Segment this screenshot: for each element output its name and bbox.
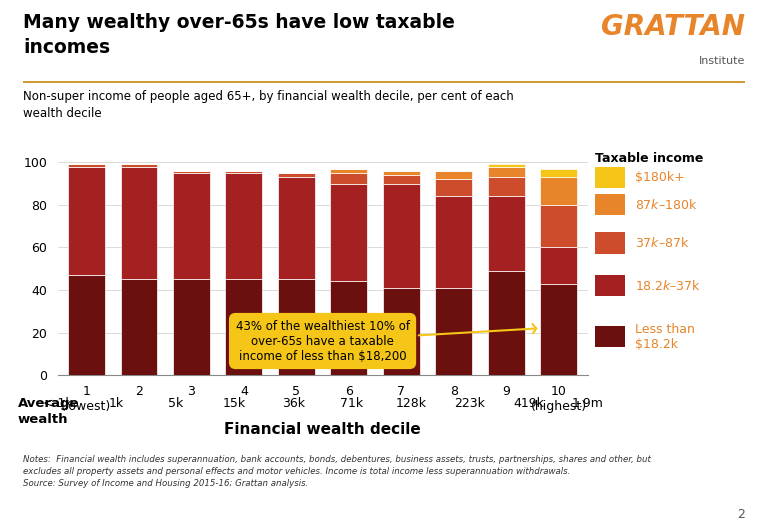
Text: 15k: 15k bbox=[223, 397, 246, 410]
Bar bbox=[488, 167, 525, 177]
Bar bbox=[330, 173, 367, 184]
FancyBboxPatch shape bbox=[595, 275, 625, 296]
Bar bbox=[278, 177, 315, 279]
Bar bbox=[121, 167, 157, 279]
Text: 5k: 5k bbox=[167, 397, 183, 410]
Bar bbox=[383, 184, 419, 288]
Bar bbox=[541, 169, 577, 177]
Text: 1k: 1k bbox=[109, 397, 124, 410]
Bar bbox=[330, 184, 367, 281]
Bar bbox=[435, 288, 472, 375]
Bar bbox=[541, 284, 577, 375]
Text: 2: 2 bbox=[737, 509, 745, 521]
X-axis label: Financial wealth decile: Financial wealth decile bbox=[224, 422, 421, 437]
Bar bbox=[173, 171, 210, 173]
FancyBboxPatch shape bbox=[595, 232, 625, 254]
FancyBboxPatch shape bbox=[595, 194, 625, 215]
Bar bbox=[541, 205, 577, 247]
Bar bbox=[68, 275, 104, 375]
Bar bbox=[173, 279, 210, 375]
Bar bbox=[226, 171, 262, 173]
Text: 419k: 419k bbox=[513, 397, 544, 410]
Bar bbox=[383, 288, 419, 375]
Bar bbox=[173, 173, 210, 279]
Bar bbox=[278, 279, 315, 375]
Text: Many wealthy over-65s have low taxable
incomes: Many wealthy over-65s have low taxable i… bbox=[23, 13, 455, 56]
FancyBboxPatch shape bbox=[595, 326, 625, 347]
Text: $180k+: $180k+ bbox=[635, 171, 684, 184]
Text: $18.2k – $37k: $18.2k – $37k bbox=[635, 279, 700, 293]
Text: 223k: 223k bbox=[455, 397, 485, 410]
Bar bbox=[383, 171, 419, 175]
Text: GRATTAN: GRATTAN bbox=[601, 13, 745, 41]
Text: Average
wealth: Average wealth bbox=[18, 397, 79, 426]
Bar bbox=[435, 179, 472, 196]
Bar bbox=[226, 173, 262, 279]
Bar bbox=[121, 164, 157, 167]
Bar bbox=[488, 196, 525, 271]
Text: 1.9m: 1.9m bbox=[571, 397, 604, 410]
Text: $87k – $180k: $87k – $180k bbox=[635, 198, 697, 212]
FancyBboxPatch shape bbox=[595, 167, 625, 188]
Bar bbox=[330, 281, 367, 375]
Bar bbox=[68, 164, 104, 167]
Text: Institute: Institute bbox=[699, 56, 745, 66]
Bar bbox=[435, 196, 472, 288]
Bar bbox=[541, 177, 577, 205]
Bar bbox=[68, 167, 104, 275]
Bar bbox=[488, 177, 525, 196]
Text: Non-super income of people aged 65+, by financial wealth decile, per cent of eac: Non-super income of people aged 65+, by … bbox=[23, 90, 514, 120]
Text: $37k – $87k: $37k – $87k bbox=[635, 236, 690, 250]
Bar bbox=[488, 164, 525, 167]
Text: < 1k: < 1k bbox=[43, 397, 72, 410]
Text: 43% of the wealthiest 10% of
over-65s have a taxable
income of less than $18,200: 43% of the wealthiest 10% of over-65s ha… bbox=[236, 320, 536, 362]
Bar bbox=[330, 169, 367, 173]
Bar bbox=[278, 173, 315, 177]
Text: 36k: 36k bbox=[282, 397, 305, 410]
Bar bbox=[435, 171, 472, 179]
Bar bbox=[226, 279, 262, 375]
Bar bbox=[383, 175, 419, 184]
Bar bbox=[121, 279, 157, 375]
Text: Notes:  Financial wealth includes superannuation, bank accounts, bonds, debentur: Notes: Financial wealth includes superan… bbox=[23, 455, 651, 488]
Bar bbox=[488, 271, 525, 375]
Text: Less than
$18.2k: Less than $18.2k bbox=[635, 323, 695, 351]
Text: Taxable income: Taxable income bbox=[595, 152, 703, 164]
Bar bbox=[541, 247, 577, 284]
Text: 71k: 71k bbox=[340, 397, 363, 410]
Text: 128k: 128k bbox=[396, 397, 426, 410]
